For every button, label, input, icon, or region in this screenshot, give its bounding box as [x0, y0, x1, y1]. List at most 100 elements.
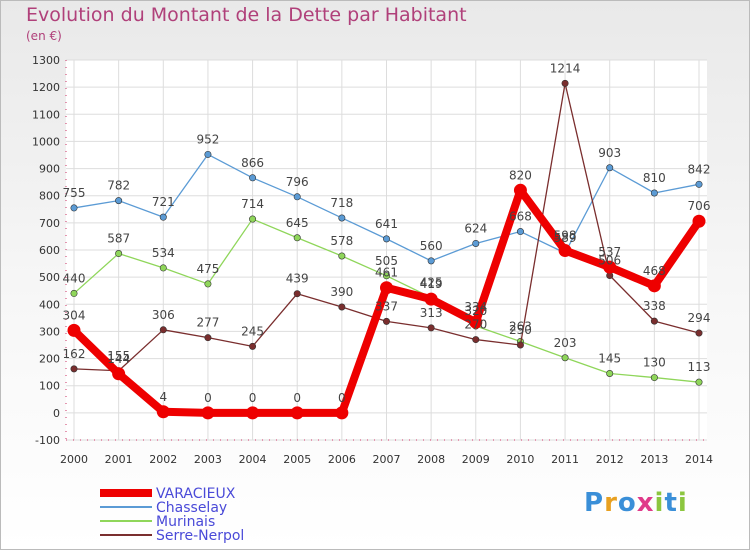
- y-tick-label: 300: [39, 325, 60, 338]
- x-tick-label: 2004: [239, 453, 267, 466]
- data-point-murinais: [70, 289, 78, 297]
- data-label-varacieux: 461: [375, 266, 398, 280]
- data-label-chasselay: 903: [598, 146, 621, 160]
- data-point-murinais: [204, 280, 212, 288]
- data-point-varacieux: [67, 323, 81, 337]
- data-point-murinais: [695, 378, 703, 386]
- data-label-serre-nerpol: 250: [509, 323, 532, 337]
- logo-letter: i: [654, 488, 665, 518]
- data-label-varacieux: 468: [643, 264, 666, 278]
- y-tick-label: 1000: [32, 135, 60, 148]
- x-tick-label: 2000: [60, 453, 88, 466]
- legend-label-murinais: Murinais: [156, 514, 215, 530]
- data-label-chasselay: 796: [286, 175, 309, 189]
- data-point-chasselay: [650, 189, 658, 197]
- data-point-varacieux: [290, 406, 304, 420]
- data-label-murinais: 645: [286, 216, 309, 230]
- logo-letter: P: [584, 488, 605, 518]
- data-label-serre-nerpol: 245: [241, 324, 264, 338]
- data-point-varacieux: [692, 214, 706, 228]
- data-label-murinais: 505: [375, 254, 398, 268]
- data-label-murinais: 145: [598, 352, 621, 366]
- y-tick-label: 900: [39, 163, 60, 176]
- data-point-serre-nerpol: [561, 79, 569, 87]
- data-label-serre-nerpol: 306: [152, 308, 175, 322]
- data-point-serre-nerpol: [249, 342, 257, 350]
- data-label-serre-nerpol: 338: [643, 299, 666, 313]
- data-label-chasselay: 782: [107, 179, 130, 193]
- data-label-murinais: 130: [643, 356, 666, 370]
- data-point-serre-nerpol: [382, 317, 390, 325]
- data-point-chasselay: [695, 180, 703, 188]
- data-label-murinais: 534: [152, 246, 175, 260]
- data-label-varacieux: 0: [338, 391, 346, 405]
- data-point-murinais: [159, 264, 167, 272]
- data-point-varacieux: [112, 367, 126, 381]
- data-label-serre-nerpol: 313: [420, 306, 443, 320]
- data-label-murinais: 203: [554, 336, 577, 350]
- data-label-murinais: 714: [241, 197, 264, 211]
- data-point-serre-nerpol: [516, 341, 524, 349]
- data-point-chasselay: [293, 193, 301, 201]
- data-point-serre-nerpol: [472, 336, 480, 344]
- data-point-murinais: [115, 250, 123, 258]
- data-label-serre-nerpol: 270: [464, 318, 487, 332]
- data-point-serre-nerpol: [650, 317, 658, 325]
- data-label-varacieux: 334: [464, 300, 487, 314]
- x-tick-label: 2006: [328, 453, 356, 466]
- logo-letter: r: [604, 488, 618, 518]
- data-point-chasselay: [427, 257, 435, 265]
- x-tick-label: 2013: [640, 453, 668, 466]
- data-label-varacieux: 0: [293, 391, 301, 405]
- y-tick-label: 400: [39, 298, 60, 311]
- x-tick-label: 2001: [105, 453, 133, 466]
- data-label-chasselay: 842: [688, 162, 711, 176]
- data-label-murinais: 587: [107, 232, 130, 246]
- data-label-chasselay: 560: [420, 239, 443, 253]
- legend-label-serre-nerpol: Serre-Nerpol: [156, 528, 244, 544]
- data-label-chasselay: 624: [464, 221, 487, 235]
- data-label-serre-nerpol: 277: [196, 316, 219, 330]
- data-point-varacieux: [647, 279, 661, 293]
- data-point-murinais: [293, 234, 301, 242]
- data-point-serre-nerpol: [70, 365, 78, 373]
- data-point-serre-nerpol: [204, 334, 212, 342]
- data-label-varacieux: 4: [159, 390, 167, 404]
- x-tick-label: 2009: [462, 453, 490, 466]
- data-point-serre-nerpol: [159, 326, 167, 334]
- data-label-serre-nerpol: 337: [375, 299, 398, 313]
- data-label-varacieux: 0: [204, 391, 212, 405]
- data-label-varacieux: 144: [107, 352, 130, 366]
- y-tick-label: 700: [39, 217, 60, 230]
- data-point-chasselay: [338, 214, 346, 222]
- y-tick-label: 800: [39, 190, 60, 203]
- data-point-serre-nerpol: [338, 303, 346, 311]
- logo-letter: i: [677, 488, 688, 518]
- data-label-chasselay: 641: [375, 217, 398, 231]
- x-tick-label: 2011: [551, 453, 579, 466]
- data-label-varacieux: 537: [598, 245, 621, 259]
- x-tick-label: 2014: [685, 453, 713, 466]
- data-label-serre-nerpol: 155: [107, 349, 130, 363]
- data-label-serre-nerpol: 506: [598, 254, 621, 268]
- data-point-chasselay: [70, 204, 78, 212]
- data-point-varacieux: [335, 406, 349, 420]
- data-label-varacieux: 820: [509, 168, 532, 182]
- data-label-chasselay: 668: [509, 210, 532, 224]
- data-label-chasselay: 952: [196, 132, 219, 146]
- legend-label-varacieux: VARACIEUX: [156, 486, 236, 502]
- data-point-murinais: [338, 252, 346, 260]
- data-label-serre-nerpol: 439: [286, 272, 309, 286]
- y-tick-label: 1100: [32, 108, 60, 121]
- data-label-chasselay: 718: [330, 196, 353, 210]
- y-tick-label: 100: [39, 380, 60, 393]
- data-point-chasselay: [249, 174, 257, 182]
- data-point-murinais: [606, 369, 614, 377]
- data-label-chasselay: 866: [241, 156, 264, 170]
- x-tick-label: 2010: [506, 453, 534, 466]
- data-label-murinais: 578: [330, 234, 353, 248]
- data-point-chasselay: [472, 239, 480, 247]
- data-label-varacieux: 598: [554, 229, 577, 243]
- chart-title: Evolution du Montant de la Dette par Hab…: [26, 4, 467, 26]
